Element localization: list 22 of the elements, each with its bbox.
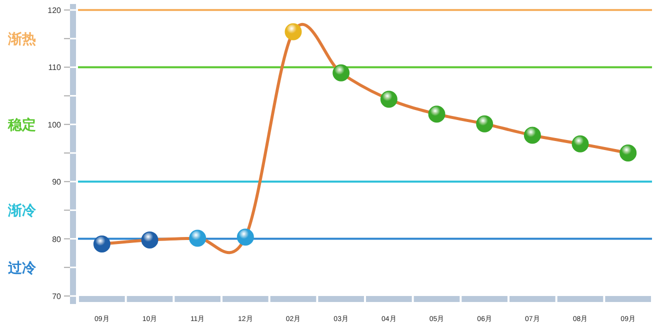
y-tick-label: 70 [52,292,62,301]
text: 渐冷 [7,202,37,218]
y-tick-label: 100 [48,120,62,130]
point [476,115,494,132]
point [620,144,637,162]
point [572,135,589,152]
point [93,235,110,252]
point [141,231,158,248]
point [428,106,446,123]
point [524,126,541,144]
y-tick-label: 110 [48,63,62,72]
point [284,23,302,40]
text: 渐热 [7,30,36,47]
point [236,228,254,246]
point [380,90,398,108]
y-tick-label: 80 [52,234,62,244]
text: 稳定 [7,116,36,132]
point [189,230,206,247]
text: 过冷 [7,259,37,276]
y-tick-label: 90 [52,178,62,187]
y-tick-label: 120 [48,6,62,15]
point [332,64,350,82]
